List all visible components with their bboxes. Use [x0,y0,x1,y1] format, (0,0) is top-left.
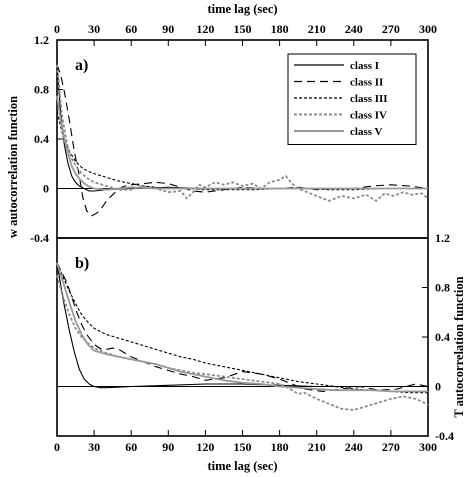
x-tick-label: 90 [162,22,174,36]
panel-a: 0 30 60 90 120 150 180 210 240 270 300 -0.4 0 0.4 0.8 1… [6,2,437,245]
x-tick-label: 150 [234,22,252,36]
series-line-class-ii [56,262,429,392]
series-line-class-v [56,262,428,393]
legend-box [287,53,417,145]
x-axis-label-top: time lag (sec) [207,2,277,16]
series-line-class-iv [56,64,429,202]
x-axis-label: time lag (sec) [207,459,277,473]
x-tick-label: 60 [125,22,137,36]
y-tick-label: 0.4 [435,330,450,344]
x-tick-label: 90 [162,440,174,454]
legend-label-class-ii: class II [350,77,383,89]
x-tick-label: 300 [419,22,437,36]
x-tick-label: 120 [196,440,214,454]
x-tick-label: 210 [308,22,326,36]
x-tick-label: 240 [345,440,363,454]
y-tick-label: 1.2 [34,33,49,47]
x-tick-label: 30 [88,22,100,36]
legend-label-class-v: class V [350,126,383,138]
x-tick-label: 120 [196,22,214,36]
series-line-class-i [56,262,428,389]
panel-label: a) [75,57,88,74]
x-tick-label: 210 [308,440,326,454]
plot-frame [56,237,429,437]
x-tick-label: 30 [88,440,100,454]
x-tick-label: 0 [54,440,60,454]
series-line-class-iv [56,274,429,411]
y-tick-label: 0.8 [34,83,49,97]
x-tick-label: 300 [419,440,437,454]
x-tick-label: 0 [54,22,60,36]
legend-label-class-i: class I [350,60,379,72]
y-tick-label: 1.2 [435,231,450,245]
x-tick-label: 240 [345,22,363,36]
x-tick-label: 150 [234,440,252,454]
legend-label-class-iii: class III [350,93,388,105]
y-tick-label: 0 [43,182,49,196]
panel-label: b) [75,255,89,272]
series-line-class-iii [56,262,428,394]
y-axis-label: T autocorrelation function [452,276,466,417]
y-tick-label: 0 [435,380,441,394]
x-tick-label: 60 [125,440,137,454]
x-tick-label: 180 [271,22,289,36]
panel-b: 0 30 60 90 120 150 180 210 240 270 300-0.4 0 0.4 0.8 1… [54,231,466,473]
legend-label-class-iv: class IV [350,110,387,122]
y-tick-label: 0.8 [435,281,450,295]
y-tick-label: -0.4 [435,429,454,443]
y-tick-label: 0.4 [34,132,49,146]
y-tick-label: -0.4 [30,231,49,245]
series-line-class-v [56,95,428,191]
y-axis-label: w autocorrelation function [6,96,20,238]
x-tick-label: 270 [382,440,400,454]
x-tick-label: 180 [271,440,289,454]
x-tick-label: 270 [382,22,400,36]
